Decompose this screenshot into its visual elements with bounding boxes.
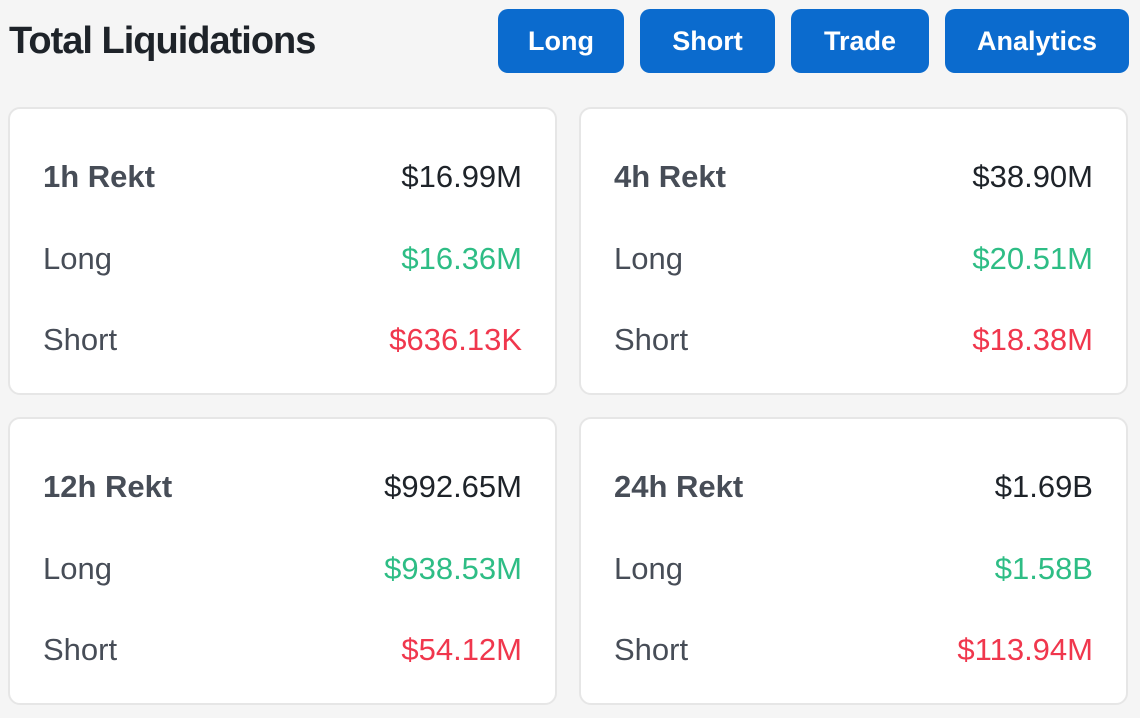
long-row: Long $938.53M (43, 549, 522, 589)
total-row: 24h Rekt $1.69B (614, 467, 1093, 507)
long-value: $20.51M (972, 241, 1093, 276)
trade-button[interactable]: Trade (791, 9, 929, 73)
long-row: Long $1.58B (614, 549, 1093, 589)
short-label: Short (614, 632, 689, 667)
short-label: Short (43, 632, 118, 667)
long-label: Long (43, 241, 112, 276)
short-value: $18.38M (972, 322, 1093, 357)
long-button[interactable]: Long (498, 9, 624, 73)
rekt-card-4h: 4h Rekt $38.90M Long $20.51M Short $18.3… (579, 107, 1128, 395)
total-row: 4h Rekt $38.90M (614, 157, 1093, 197)
short-value: $54.12M (401, 632, 522, 667)
short-row: Short $636.13K (43, 320, 522, 360)
total-value: $992.65M (384, 469, 522, 504)
total-row: 12h Rekt $992.65M (43, 467, 522, 507)
card-title: 1h Rekt (43, 159, 155, 194)
long-value: $938.53M (384, 551, 522, 586)
short-value: $113.94M (957, 632, 1093, 667)
analytics-button[interactable]: Analytics (945, 9, 1129, 73)
short-row: Short $113.94M (614, 630, 1093, 670)
card-title: 12h Rekt (43, 469, 173, 504)
long-value: $1.58B (994, 551, 1093, 586)
long-row: Long $16.36M (43, 239, 522, 279)
short-label: Short (43, 322, 118, 357)
total-value: $1.69B (994, 469, 1093, 504)
short-label: Short (614, 322, 689, 357)
short-button[interactable]: Short (640, 9, 775, 73)
total-value: $16.99M (401, 159, 522, 194)
short-value: $636.13K (389, 322, 522, 357)
total-row: 1h Rekt $16.99M (43, 157, 522, 197)
long-label: Long (614, 241, 683, 276)
short-row: Short $18.38M (614, 320, 1093, 360)
long-row: Long $20.51M (614, 239, 1093, 279)
rekt-card-24h: 24h Rekt $1.69B Long $1.58B Short $113.9… (579, 417, 1128, 705)
card-title: 24h Rekt (614, 469, 744, 504)
rekt-card-12h: 12h Rekt $992.65M Long $938.53M Short $5… (8, 417, 557, 705)
page-title: Total Liquidations (9, 20, 316, 62)
long-label: Long (43, 551, 112, 586)
long-label: Long (614, 551, 683, 586)
long-value: $16.36M (401, 241, 522, 276)
short-row: Short $54.12M (43, 630, 522, 670)
rekt-card-1h: 1h Rekt $16.99M Long $16.36M Short $636.… (8, 107, 557, 395)
card-title: 4h Rekt (614, 159, 726, 194)
total-value: $38.90M (972, 159, 1093, 194)
